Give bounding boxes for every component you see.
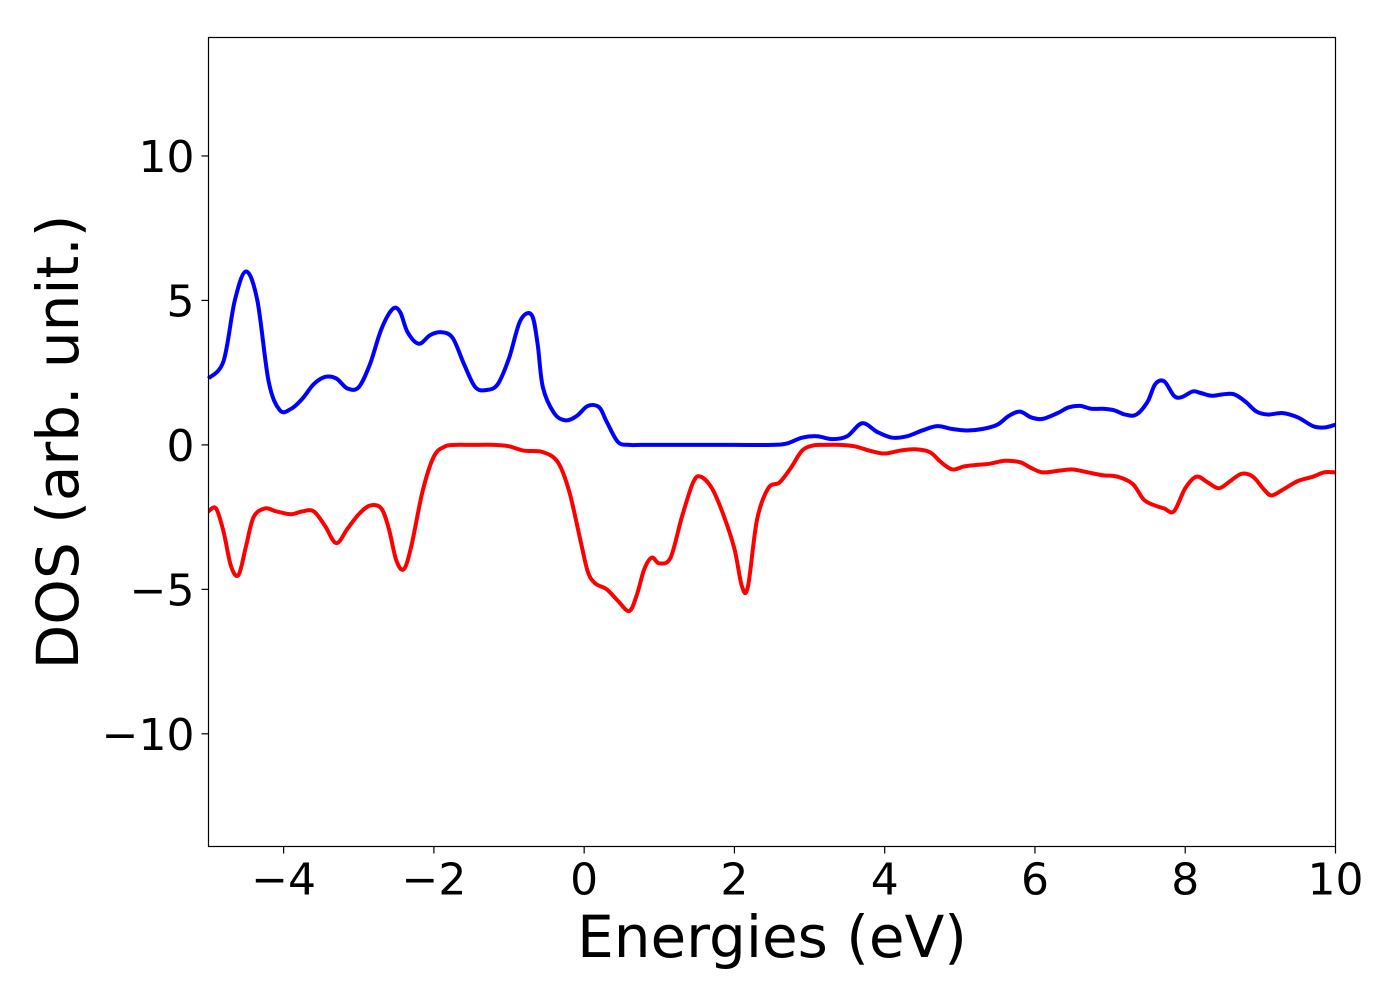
x-tick-label: −4 <box>251 855 316 906</box>
x-tick-label: 6 <box>1021 855 1049 906</box>
y-axis-label: DOS (arb. unit.) <box>24 215 92 670</box>
series-line-1 <box>206 269 1337 448</box>
x-tick-label: 10 <box>1308 855 1364 906</box>
x-tick-label: 4 <box>871 855 899 906</box>
series-line-2 <box>207 442 1336 614</box>
y-tick-label: 10 <box>139 132 195 183</box>
series-layer <box>206 269 1337 614</box>
y-tick-label: 5 <box>167 276 195 327</box>
y-tick-label: 0 <box>167 421 195 472</box>
x-tick-label: −2 <box>401 855 466 906</box>
y-tick-label: −5 <box>130 565 195 616</box>
plot-frame <box>207 36 1337 848</box>
x-tick-label: 2 <box>720 855 748 906</box>
x-tick-label: 0 <box>570 855 598 906</box>
y-tick-label: −10 <box>102 710 195 761</box>
tick-layer: −4 −2 0 2 4 6 8 10 −10 −5 0 5 10 <box>102 132 1364 906</box>
x-tick-label: 8 <box>1171 855 1199 906</box>
x-axis-label: Energies (eV) <box>577 903 967 971</box>
